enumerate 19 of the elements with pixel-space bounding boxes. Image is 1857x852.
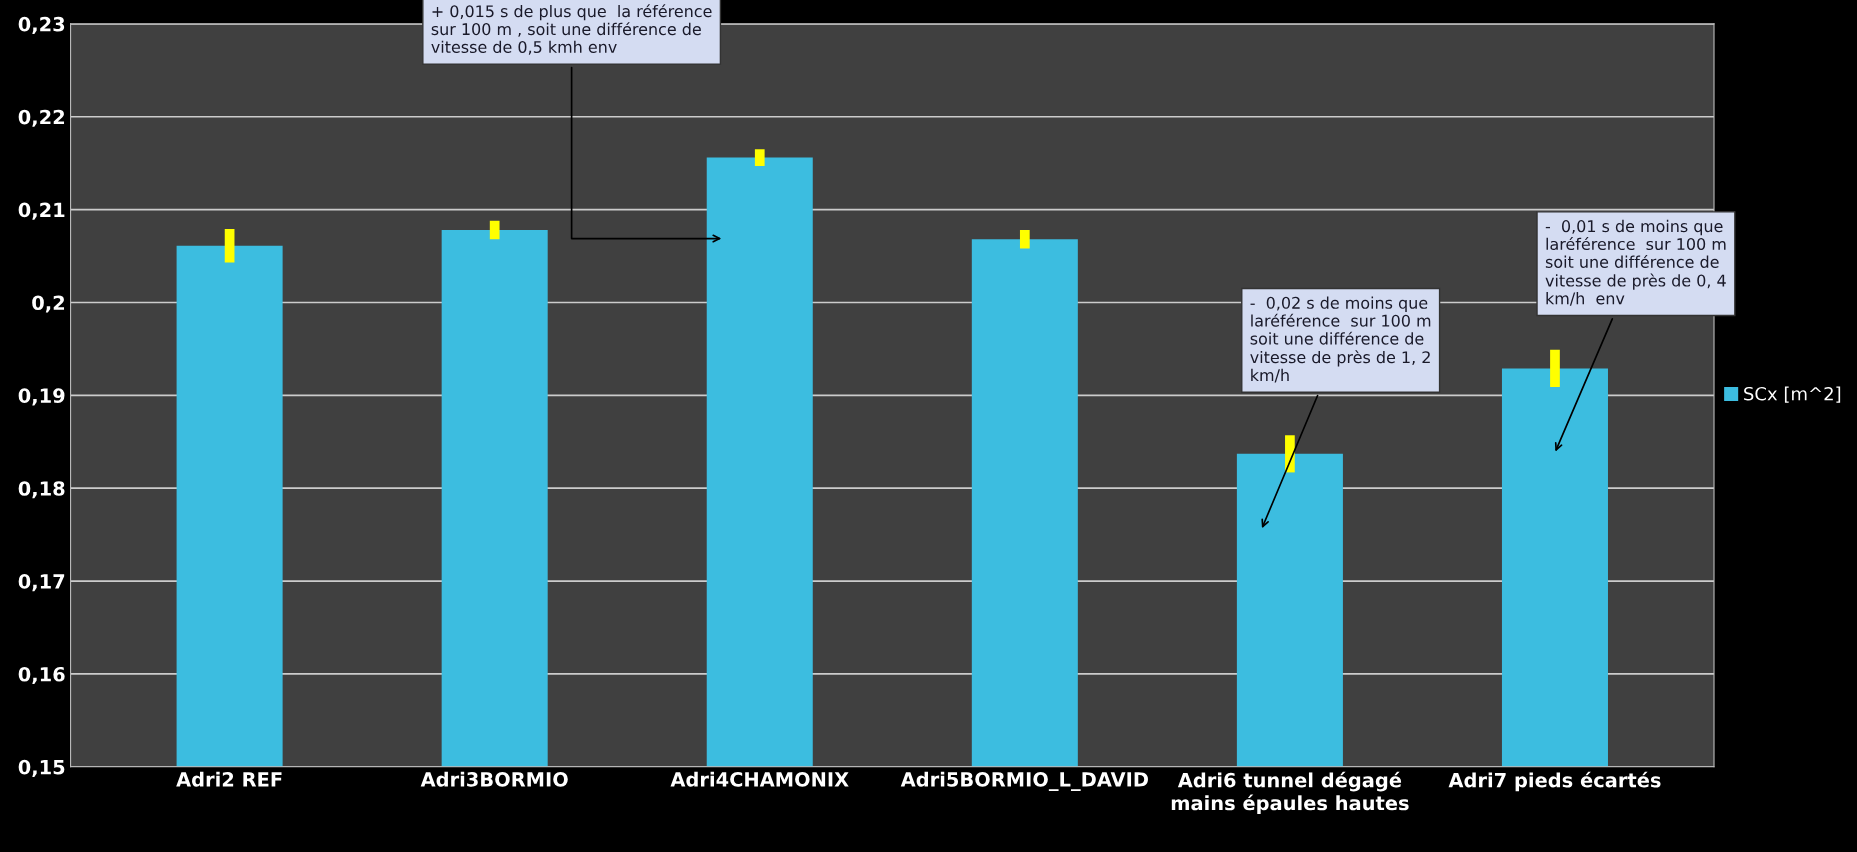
annotation: - 0,02 s de moins que laréférence sur 100 m soit une différence de vitesse de près de 1, 2 km/h <box>1250 296 1431 383</box>
x-tick-label: Adri5BORMIO_L_DAVID <box>900 771 1148 792</box>
legend-label: SCx [m^2] <box>1744 386 1841 403</box>
y-tick-label: 0,15 <box>18 759 65 777</box>
y-tick-label: 0,2 <box>32 295 65 313</box>
x-tick-label: Adri3BORMIO <box>420 771 568 787</box>
y-tick-label: 0,18 <box>18 481 65 499</box>
annotation: - 0,01 s de moins que laréférence sur 100 m soit une différence de vitesse de près de 0, 4 km/h env <box>1545 219 1726 306</box>
y-tick-label: 0,19 <box>18 388 65 406</box>
y-tick-label: 0,21 <box>18 202 65 220</box>
y-tick-label: 0,22 <box>18 109 65 127</box>
annotation: + 0,015 s de plus que la référence sur 100 m , soit une différence de vitesse de 0,5 kmh env <box>431 4 712 55</box>
y-tick-label: 0,16 <box>18 666 65 685</box>
y-tick-label: 0,17 <box>18 574 65 592</box>
x-tick-label: Adri2 REF <box>176 771 282 787</box>
x-tick-label: Adri6 tunnel dégagé mains épaules hautes <box>1171 771 1409 815</box>
y-tick-label: 0,23 <box>18 16 65 35</box>
x-tick-label: Adri4CHAMONIX <box>670 771 849 787</box>
x-tick-label: Adri7 pieds écartés <box>1448 771 1661 792</box>
